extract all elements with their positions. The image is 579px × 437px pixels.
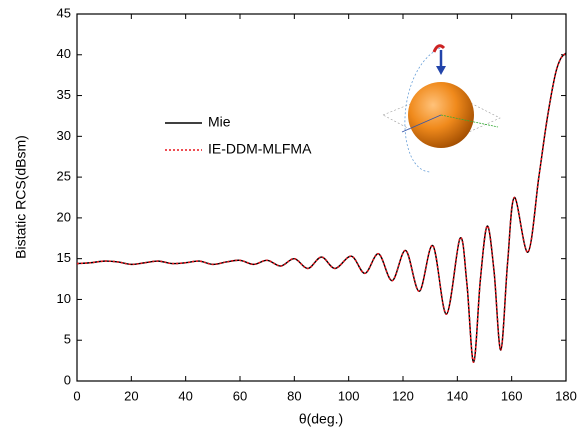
y-tick-label: 25 (57, 169, 71, 184)
y-tick-label: 20 (57, 209, 71, 224)
y-tick-label: 10 (57, 291, 71, 306)
y-tick-label: 30 (57, 128, 71, 143)
y-tick-label: 0 (64, 372, 71, 387)
legend-label: IE-DDM-MLFMA (208, 141, 312, 157)
x-tick-label: 60 (233, 388, 247, 403)
x-tick-label: 120 (392, 388, 414, 403)
y-tick-label: 40 (57, 46, 71, 61)
y-tick-label: 15 (57, 250, 71, 265)
y-tick-label: 35 (57, 87, 71, 102)
inset-image (382, 44, 501, 173)
x-tick-label: 100 (338, 388, 360, 403)
series-line (76, 52, 567, 364)
x-tick-label: 180 (555, 388, 577, 403)
y-tick-label: 5 (64, 332, 71, 347)
y-axis-label: Bistatic RCS(dBsm) (13, 135, 29, 259)
series-line (76, 52, 567, 363)
legend-label: Mie (208, 114, 231, 130)
x-tick-label: 0 (73, 388, 80, 403)
x-tick-label: 160 (501, 388, 523, 403)
x-tick-label: 40 (178, 388, 192, 403)
x-axis-label: θ(deg.) (299, 411, 343, 427)
plot-frame (76, 13, 567, 382)
y-tick-label: 45 (57, 5, 71, 20)
x-tick-label: 80 (287, 388, 301, 403)
x-tick-label: 20 (124, 388, 138, 403)
x-tick-label: 140 (446, 388, 468, 403)
